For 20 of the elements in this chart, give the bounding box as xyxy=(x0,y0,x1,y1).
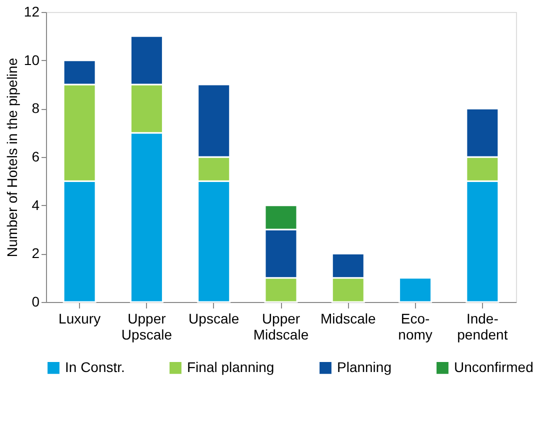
y-tick-label: 4 xyxy=(32,196,40,213)
y-tick-label: 10 xyxy=(24,52,40,68)
y-tick-label: 8 xyxy=(32,100,40,116)
x-tick-label: Upscale xyxy=(188,310,240,326)
legend-label: In Constr. xyxy=(65,358,125,375)
bar xyxy=(398,277,432,303)
x-tick-label: Upper Midscale xyxy=(253,310,309,342)
legend-label: Unconfirmed xyxy=(454,358,534,375)
y-tick-label: 12 xyxy=(24,4,40,20)
legend-label: Final planning xyxy=(187,358,274,375)
y-tick-label: 0 xyxy=(32,294,40,310)
y-tick-label: 6 xyxy=(32,148,40,164)
x-tick-label: Inde- pendent xyxy=(457,310,508,342)
x-tick-label: Eco- nomy xyxy=(398,310,432,342)
x-tick-label: Upper Upscale xyxy=(121,310,172,342)
x-tick-label: Luxury xyxy=(58,310,101,326)
x-tick-label: Midscale xyxy=(320,310,376,326)
y-axis-title: Number of Hotels in the pipeline xyxy=(4,58,20,258)
legend-label: Planning xyxy=(337,358,392,375)
y-tick-label: 2 xyxy=(32,245,40,262)
